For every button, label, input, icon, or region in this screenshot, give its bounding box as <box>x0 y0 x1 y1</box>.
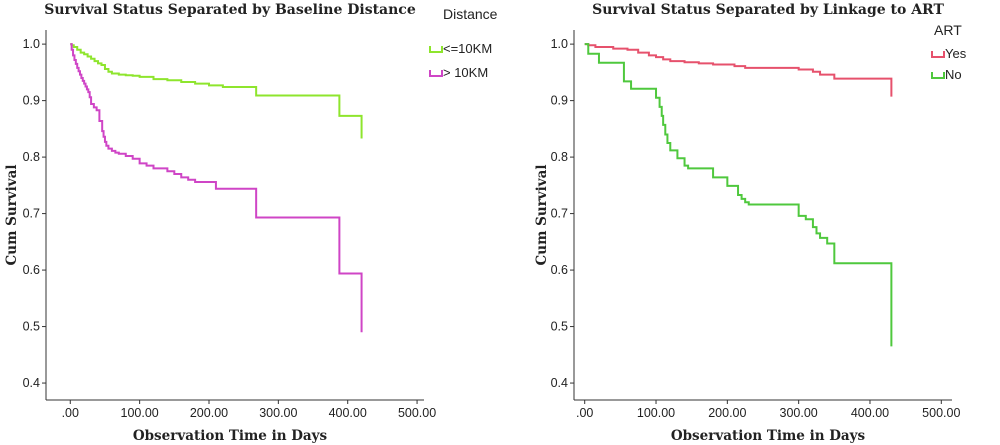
series-line-2 <box>584 43 893 347</box>
y-tick-label: 0.5 <box>551 320 568 334</box>
legend-label: <=10KM <box>443 41 492 56</box>
series-line-2 <box>70 43 363 333</box>
series-line-1 <box>70 43 363 139</box>
y-tick-label: 0.9 <box>23 94 40 108</box>
y-tick-label: 0.8 <box>23 150 40 164</box>
legend-label: > 10KM <box>443 65 488 80</box>
chart-distance: Survival Status Separated by Baseline Di… <box>4 2 498 444</box>
y-tick-label: 1.0 <box>551 37 568 51</box>
y-tick-label: 0.5 <box>23 320 40 334</box>
legend-swatch <box>931 72 945 79</box>
legend-title: Distance <box>443 6 498 22</box>
legend-label: No <box>945 67 962 82</box>
x-tick-label: .00 <box>62 406 79 420</box>
x-tick-label: 200.00 <box>708 406 746 420</box>
y-tick-label: 0.8 <box>551 150 568 164</box>
legend-title: ART <box>934 22 962 38</box>
x-tick-label: 100.00 <box>121 406 159 420</box>
legend-swatch <box>429 70 443 77</box>
y-tick-label: 0.6 <box>551 263 568 277</box>
y-tick-label: 0.4 <box>551 376 568 390</box>
legend-swatch <box>931 51 945 58</box>
x-tick-label: 500.00 <box>922 406 960 420</box>
x-tick-label: 500.00 <box>398 406 436 420</box>
y-tick-label: 0.9 <box>551 94 568 108</box>
y-tick-label: 1.0 <box>23 37 40 51</box>
chart-art: Survival Status Separated by Linkage to … <box>534 2 967 444</box>
x-axis-label: Observation Time in Days <box>671 428 866 444</box>
x-tick-label: 300.00 <box>259 406 297 420</box>
y-tick-label: 0.6 <box>23 263 40 277</box>
y-axis-label: Cum Survival <box>534 165 550 266</box>
chart-title: Survival Status Separated by Linkage to … <box>592 2 944 18</box>
chart-title: Survival Status Separated by Baseline Di… <box>44 2 416 18</box>
y-tick-label: 0.7 <box>23 207 40 221</box>
x-tick-label: .00 <box>576 406 593 420</box>
y-axis-label: Cum Survival <box>4 165 20 266</box>
series-line-1 <box>584 43 893 97</box>
x-tick-label: 400.00 <box>851 406 889 420</box>
x-tick-label: 300.00 <box>780 406 818 420</box>
y-tick-label: 0.7 <box>551 207 568 221</box>
x-tick-label: 100.00 <box>637 406 675 420</box>
x-tick-label: 200.00 <box>190 406 228 420</box>
legend-label: Yes <box>945 46 967 61</box>
x-axis-label: Observation Time in Days <box>133 428 328 444</box>
y-tick-label: 0.4 <box>23 376 40 390</box>
x-tick-label: 400.00 <box>329 406 367 420</box>
legend-swatch <box>429 46 443 53</box>
